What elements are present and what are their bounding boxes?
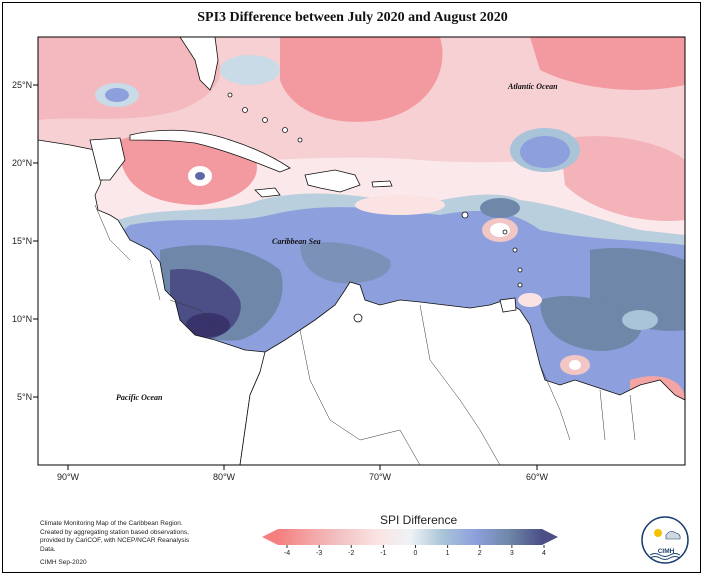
footnote-line: Created by aggregating station based obs… (40, 528, 189, 536)
legend-tick-label: 4 (542, 550, 546, 557)
lon-tick-label: 70°W (369, 472, 392, 482)
caribbean-sea-label: Caribbean Sea (272, 237, 321, 246)
lon-ticks: 90°W 80°W 70°W 60°W (57, 465, 549, 482)
footnote-date: CIMH Sep-2020 (40, 559, 87, 566)
legend-title: SPI Difference (380, 513, 458, 527)
land-masses (38, 37, 685, 465)
footnote-line: provided by CariCOF, with NCEP/NCAR Rean… (40, 537, 190, 553)
legend-tick-label: 2 (478, 550, 482, 557)
footnote-line: Climate Monitoring Map of the Caribbean … (40, 520, 183, 527)
lon-tick-label: 80°W (213, 472, 236, 482)
legend-tick-label: 1 (446, 550, 450, 557)
legend-colorbar (262, 529, 558, 545)
cloud-icon (665, 531, 681, 540)
atlantic-ocean-label: Atlantic Ocean (507, 82, 558, 91)
sun-icon (654, 529, 662, 537)
country-borders (94, 204, 636, 465)
lat-tick-label: 25°N (12, 80, 32, 90)
lat-ticks: 25°N 20°N 15°N 10°N 5°N (12, 80, 38, 402)
legend-tick-label: 3 (510, 550, 514, 557)
legend-ticks: -4 -3 -2 -1 0 1 2 3 4 (284, 545, 546, 557)
legend-tick-label: -4 (284, 550, 290, 557)
legend-gradient (278, 529, 542, 545)
lat-tick-label: 5°N (17, 392, 32, 402)
pacific-ocean-label: Pacific Ocean (116, 393, 163, 402)
footnote: Climate Monitoring Map of the Caribbean … (40, 520, 200, 554)
map-title: SPI3 Difference between July 2020 and Au… (197, 10, 508, 25)
legend-tick-label: -2 (348, 550, 354, 557)
cimh-logo (641, 516, 689, 564)
lon-tick-label: 60°W (526, 472, 549, 482)
lat-tick-label: 20°N (12, 158, 32, 168)
legend-arrow-left (262, 529, 278, 545)
legend-tick-label: -3 (316, 550, 322, 557)
logo-text: CIMH (657, 548, 675, 555)
legend-arrow-right (542, 529, 558, 545)
lat-tick-label: 10°N (12, 314, 32, 324)
lon-tick-label: 90°W (57, 472, 80, 482)
lat-tick-label: 15°N (12, 236, 32, 246)
legend-tick-label: 0 (414, 550, 418, 557)
legend-tick-label: -1 (380, 550, 386, 557)
map-border (37, 36, 686, 466)
